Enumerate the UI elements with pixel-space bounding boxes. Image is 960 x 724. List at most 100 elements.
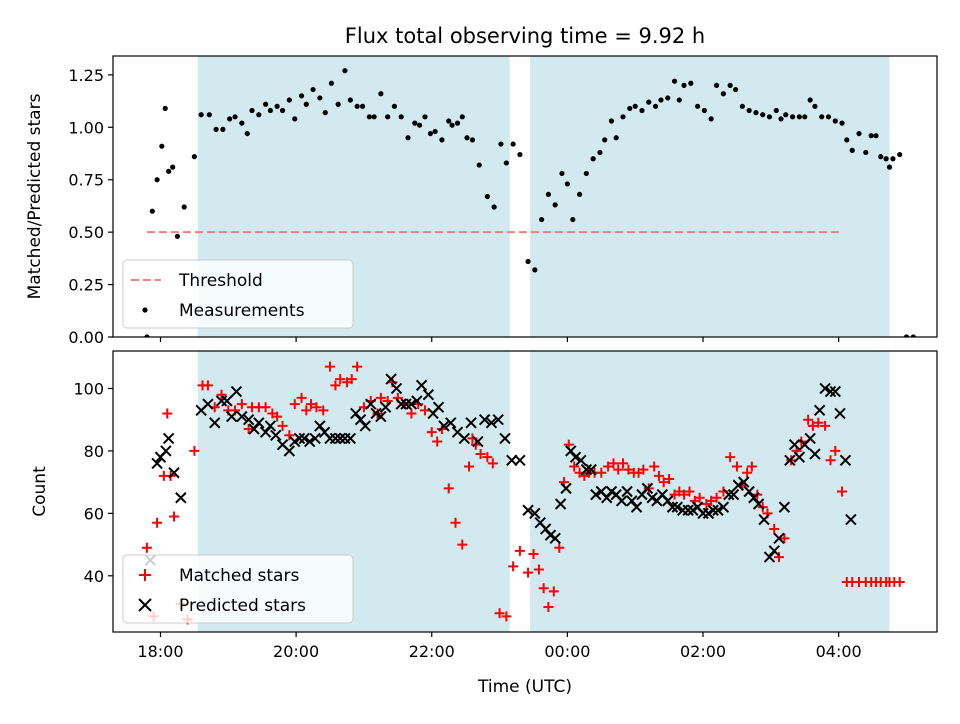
data-point	[154, 177, 160, 183]
data-point	[499, 432, 511, 445]
data-point	[681, 82, 687, 88]
data-point	[784, 454, 796, 466]
data-point	[501, 611, 512, 622]
data-point	[560, 482, 572, 495]
data-point	[532, 267, 538, 273]
data-point	[482, 452, 493, 463]
data-point	[793, 451, 806, 463]
data-point	[220, 126, 226, 132]
data-point	[890, 156, 896, 162]
data-point	[298, 93, 305, 99]
data-point	[359, 103, 366, 109]
data-point	[446, 118, 452, 124]
data-point	[813, 404, 826, 417]
data-point	[149, 208, 155, 214]
data-point	[365, 398, 377, 410]
data-point	[626, 495, 638, 507]
data-point	[230, 385, 243, 398]
legend: Matched stars Predicted stars	[122, 554, 354, 624]
data-point	[514, 454, 526, 466]
y-tick-label: 100	[73, 379, 104, 398]
data-point	[834, 407, 846, 420]
legend-label: Threshold	[178, 271, 263, 291]
data-point	[807, 420, 818, 431]
data-point	[426, 427, 437, 438]
data-point	[649, 461, 660, 472]
data-point	[416, 122, 423, 128]
data-point	[385, 373, 397, 385]
legend-label: Predicted stars	[179, 596, 306, 616]
data-point	[487, 458, 498, 469]
data-point	[379, 401, 392, 413]
y-tick-label: 0.75	[68, 171, 104, 190]
data-point	[646, 99, 652, 105]
data-point	[662, 495, 674, 507]
legend-label: Matched stars	[179, 566, 299, 586]
plot-area	[141, 351, 905, 632]
data-point	[682, 504, 694, 516]
data-point	[725, 452, 736, 463]
data-point	[708, 116, 714, 122]
data-point	[202, 380, 213, 391]
data-point	[445, 417, 457, 429]
data-point	[590, 488, 602, 501]
data-point	[216, 389, 227, 400]
data-point	[727, 488, 740, 501]
data-point	[198, 112, 204, 118]
data-point	[897, 151, 903, 158]
data-point	[232, 114, 238, 120]
data-point	[508, 561, 519, 572]
data-point	[707, 504, 719, 516]
data-point	[554, 498, 567, 510]
data-point	[303, 101, 309, 107]
data-point	[395, 398, 407, 410]
data-point	[314, 420, 326, 432]
data-point	[334, 432, 346, 445]
data-point	[206, 112, 212, 118]
data-point	[454, 120, 461, 126]
data-point	[839, 120, 845, 126]
data-point	[450, 517, 461, 528]
data-point	[802, 114, 808, 120]
data-point	[415, 379, 428, 392]
data-point	[485, 417, 498, 429]
data-point	[160, 445, 172, 457]
data-point	[181, 204, 187, 210]
data-point	[378, 91, 384, 97]
data-point	[432, 401, 445, 413]
data-point	[189, 445, 200, 456]
data-point	[506, 454, 518, 466]
data-point	[639, 107, 645, 114]
y-tick-label: 0.00	[68, 328, 104, 347]
data-point	[590, 156, 596, 162]
data-point	[694, 103, 701, 109]
data-point	[665, 95, 671, 101]
data-point	[627, 105, 633, 112]
data-point	[236, 410, 248, 423]
data-point	[742, 467, 753, 478]
data-point	[839, 454, 852, 466]
data-point	[539, 216, 545, 223]
data-point	[819, 382, 831, 395]
ratio-panel: 0.00 0.25 0.50 0.75 1.00 1.25 Matched/Predicte…	[25, 55, 938, 347]
data-point	[279, 107, 286, 114]
legend-box	[122, 554, 354, 624]
data-point	[849, 147, 855, 153]
data-point	[632, 103, 638, 109]
data-point	[236, 399, 247, 410]
data-point	[601, 492, 613, 504]
data-point	[457, 539, 468, 550]
data-point	[406, 408, 417, 419]
legend-box	[122, 259, 354, 329]
data-point	[832, 118, 838, 124]
data-point	[498, 141, 504, 147]
data-point	[856, 130, 862, 137]
data-point	[344, 432, 357, 445]
observing-window-1	[530, 351, 890, 632]
data-point	[476, 162, 482, 168]
chart-title: Flux total observing time = 9.92 h	[345, 24, 705, 48]
data-point	[585, 463, 597, 476]
data-point	[539, 523, 552, 535]
data-point	[151, 457, 163, 470]
data-point	[256, 112, 262, 118]
